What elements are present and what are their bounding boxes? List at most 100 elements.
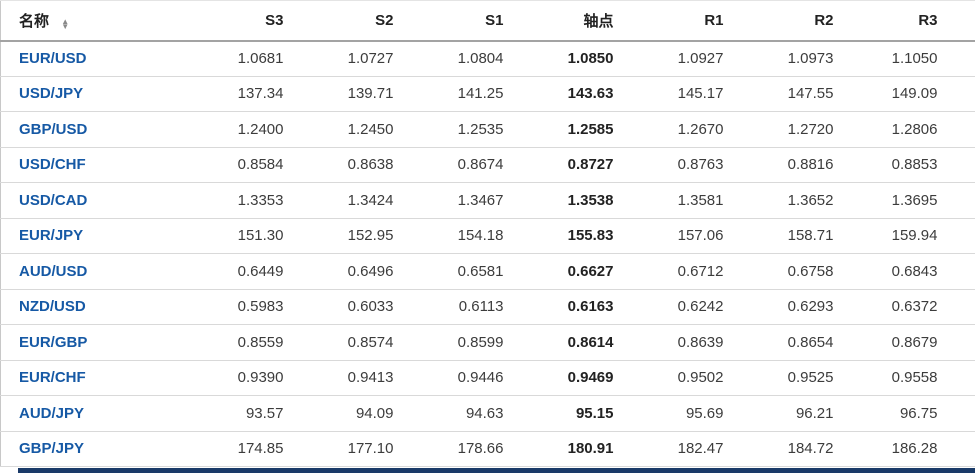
currency-pair-link[interactable]: GBP/USD bbox=[19, 120, 88, 138]
r3-cell: 0.9558 bbox=[847, 360, 975, 396]
sort-icon[interactable]: ▲ ▼ bbox=[61, 16, 70, 31]
pivot-cell: 0.9469 bbox=[517, 360, 628, 396]
r1-cell: 182.47 bbox=[627, 431, 738, 467]
s3-cell: 137.34 bbox=[187, 76, 298, 112]
s3-cell: 0.6449 bbox=[187, 253, 298, 290]
s2-cell: 139.71 bbox=[297, 76, 408, 112]
pivot-table-body: EUR/USD 1.0681 1.0727 1.0804 1.0850 1.09… bbox=[0, 40, 975, 467]
header-s3: S3 bbox=[187, 0, 298, 42]
s2-cell: 0.8638 bbox=[297, 147, 408, 183]
s2-cell: 1.2450 bbox=[297, 111, 408, 148]
s3-cell: 1.3353 bbox=[187, 182, 298, 219]
currency-pair-link[interactable]: EUR/JPY bbox=[19, 227, 84, 245]
s2-cell: 1.0727 bbox=[297, 40, 408, 77]
currency-pair-link[interactable]: AUD/USD bbox=[19, 262, 88, 280]
s1-cell: 0.6113 bbox=[407, 289, 518, 325]
r2-cell: 0.9525 bbox=[737, 360, 848, 396]
currency-pair-link[interactable]: EUR/USD bbox=[19, 50, 87, 67]
currency-pair-link[interactable]: USD/CAD bbox=[19, 191, 88, 209]
name-cell: EUR/CHF bbox=[0, 360, 188, 396]
currency-pair-link[interactable]: USD/JPY bbox=[19, 85, 84, 103]
pivot-cell: 1.0850 bbox=[517, 40, 628, 77]
s1-cell: 0.8599 bbox=[407, 324, 518, 361]
s3-cell: 151.30 bbox=[187, 218, 298, 254]
r1-cell: 145.17 bbox=[627, 76, 738, 112]
r3-cell: 1.2806 bbox=[847, 111, 975, 148]
r2-cell: 158.71 bbox=[737, 218, 848, 254]
r1-cell: 0.9502 bbox=[627, 360, 738, 396]
r2-cell: 0.6758 bbox=[737, 253, 848, 290]
s1-cell: 0.6581 bbox=[407, 253, 518, 290]
r3-cell: 186.28 bbox=[847, 431, 975, 467]
name-cell: EUR/JPY bbox=[0, 218, 188, 254]
s2-cell: 0.6033 bbox=[297, 289, 408, 325]
name-cell: EUR/GBP bbox=[0, 324, 188, 361]
s2-cell: 152.95 bbox=[297, 218, 408, 254]
r3-cell: 0.8853 bbox=[847, 147, 975, 183]
r3-cell: 1.1050 bbox=[847, 40, 975, 77]
table-row: AUD/USD 0.6449 0.6496 0.6581 0.6627 0.67… bbox=[0, 253, 975, 290]
header-name[interactable]: 名称 ▲ ▼ bbox=[0, 0, 188, 42]
name-cell: GBP/USD bbox=[0, 111, 188, 148]
r1-cell: 0.8763 bbox=[627, 147, 738, 183]
pivot-cell: 1.3538 bbox=[517, 182, 628, 219]
name-cell: AUD/USD bbox=[0, 253, 188, 290]
r2-cell: 0.6293 bbox=[737, 289, 848, 325]
pivot-cell: 0.8727 bbox=[517, 147, 628, 183]
r2-cell: 1.0973 bbox=[737, 40, 848, 77]
name-cell: EUR/USD bbox=[0, 40, 188, 77]
s1-cell: 154.18 bbox=[407, 218, 518, 254]
currency-pair-link[interactable]: NZD/USD bbox=[19, 298, 86, 316]
r3-cell: 0.8679 bbox=[847, 324, 975, 361]
s1-cell: 94.63 bbox=[407, 395, 518, 432]
s2-cell: 1.3424 bbox=[297, 182, 408, 219]
s2-cell: 0.6496 bbox=[297, 253, 408, 290]
header-s1: S1 bbox=[407, 0, 518, 42]
s1-cell: 0.8674 bbox=[407, 147, 518, 183]
r2-cell: 1.2720 bbox=[737, 111, 848, 148]
pivot-cell: 0.6627 bbox=[517, 253, 628, 290]
table-row: EUR/GBP 0.8559 0.8574 0.8599 0.8614 0.86… bbox=[0, 324, 975, 361]
table-row: EUR/USD 1.0681 1.0727 1.0804 1.0850 1.09… bbox=[0, 40, 975, 77]
r2-cell: 1.3652 bbox=[737, 182, 848, 219]
s3-cell: 0.8584 bbox=[187, 147, 298, 183]
header-name-label: 名称 bbox=[19, 12, 50, 30]
table-header-row: 名称 ▲ ▼ S3 S2 S1 轴点 R1 R2 R3 bbox=[0, 0, 975, 42]
s2-cell: 94.09 bbox=[297, 395, 408, 432]
currency-pair-link[interactable]: USD/CHF bbox=[19, 156, 86, 174]
sort-asc-icon: ▲ bbox=[61, 16, 70, 26]
r3-cell: 0.6843 bbox=[847, 253, 975, 290]
pivot-cell: 0.8614 bbox=[517, 324, 628, 361]
r1-cell: 0.6242 bbox=[627, 289, 738, 325]
table-row: NZD/USD 0.5983 0.6033 0.6113 0.6163 0.62… bbox=[0, 289, 975, 325]
currency-pair-link[interactable]: AUD/JPY bbox=[19, 404, 85, 422]
header-pivot: 轴点 bbox=[517, 0, 628, 42]
r2-cell: 0.8654 bbox=[737, 324, 848, 361]
r1-cell: 0.8639 bbox=[627, 324, 738, 361]
s1-cell: 0.9446 bbox=[407, 360, 518, 396]
s3-cell: 1.0681 bbox=[187, 40, 298, 77]
header-r1: R1 bbox=[627, 0, 738, 42]
r2-cell: 96.21 bbox=[737, 395, 848, 432]
header-r2: R2 bbox=[737, 0, 848, 42]
r3-cell: 96.75 bbox=[847, 395, 975, 432]
r1-cell: 1.0927 bbox=[627, 40, 738, 77]
name-cell: USD/JPY bbox=[0, 76, 188, 112]
pivot-cell: 1.2585 bbox=[517, 111, 628, 148]
sort-desc-icon: ▼ bbox=[61, 21, 70, 31]
name-cell: USD/CHF bbox=[0, 147, 188, 183]
s2-cell: 0.9413 bbox=[297, 360, 408, 396]
r2-cell: 147.55 bbox=[737, 76, 848, 112]
s3-cell: 0.8559 bbox=[187, 324, 298, 361]
table-row: USD/CHF 0.8584 0.8638 0.8674 0.8727 0.87… bbox=[0, 147, 975, 183]
currency-pair-link[interactable]: GBP/JPY bbox=[19, 440, 85, 458]
header-r3: R3 bbox=[847, 0, 975, 42]
currency-pair-link[interactable]: EUR/CHF bbox=[19, 369, 86, 387]
table-row: GBP/JPY 174.85 177.10 178.66 180.91 182.… bbox=[0, 431, 975, 467]
r1-cell: 1.2670 bbox=[627, 111, 738, 148]
currency-pair-link[interactable]: EUR/GBP bbox=[19, 333, 88, 351]
r1-cell: 0.6712 bbox=[627, 253, 738, 290]
name-cell: NZD/USD bbox=[0, 289, 188, 325]
